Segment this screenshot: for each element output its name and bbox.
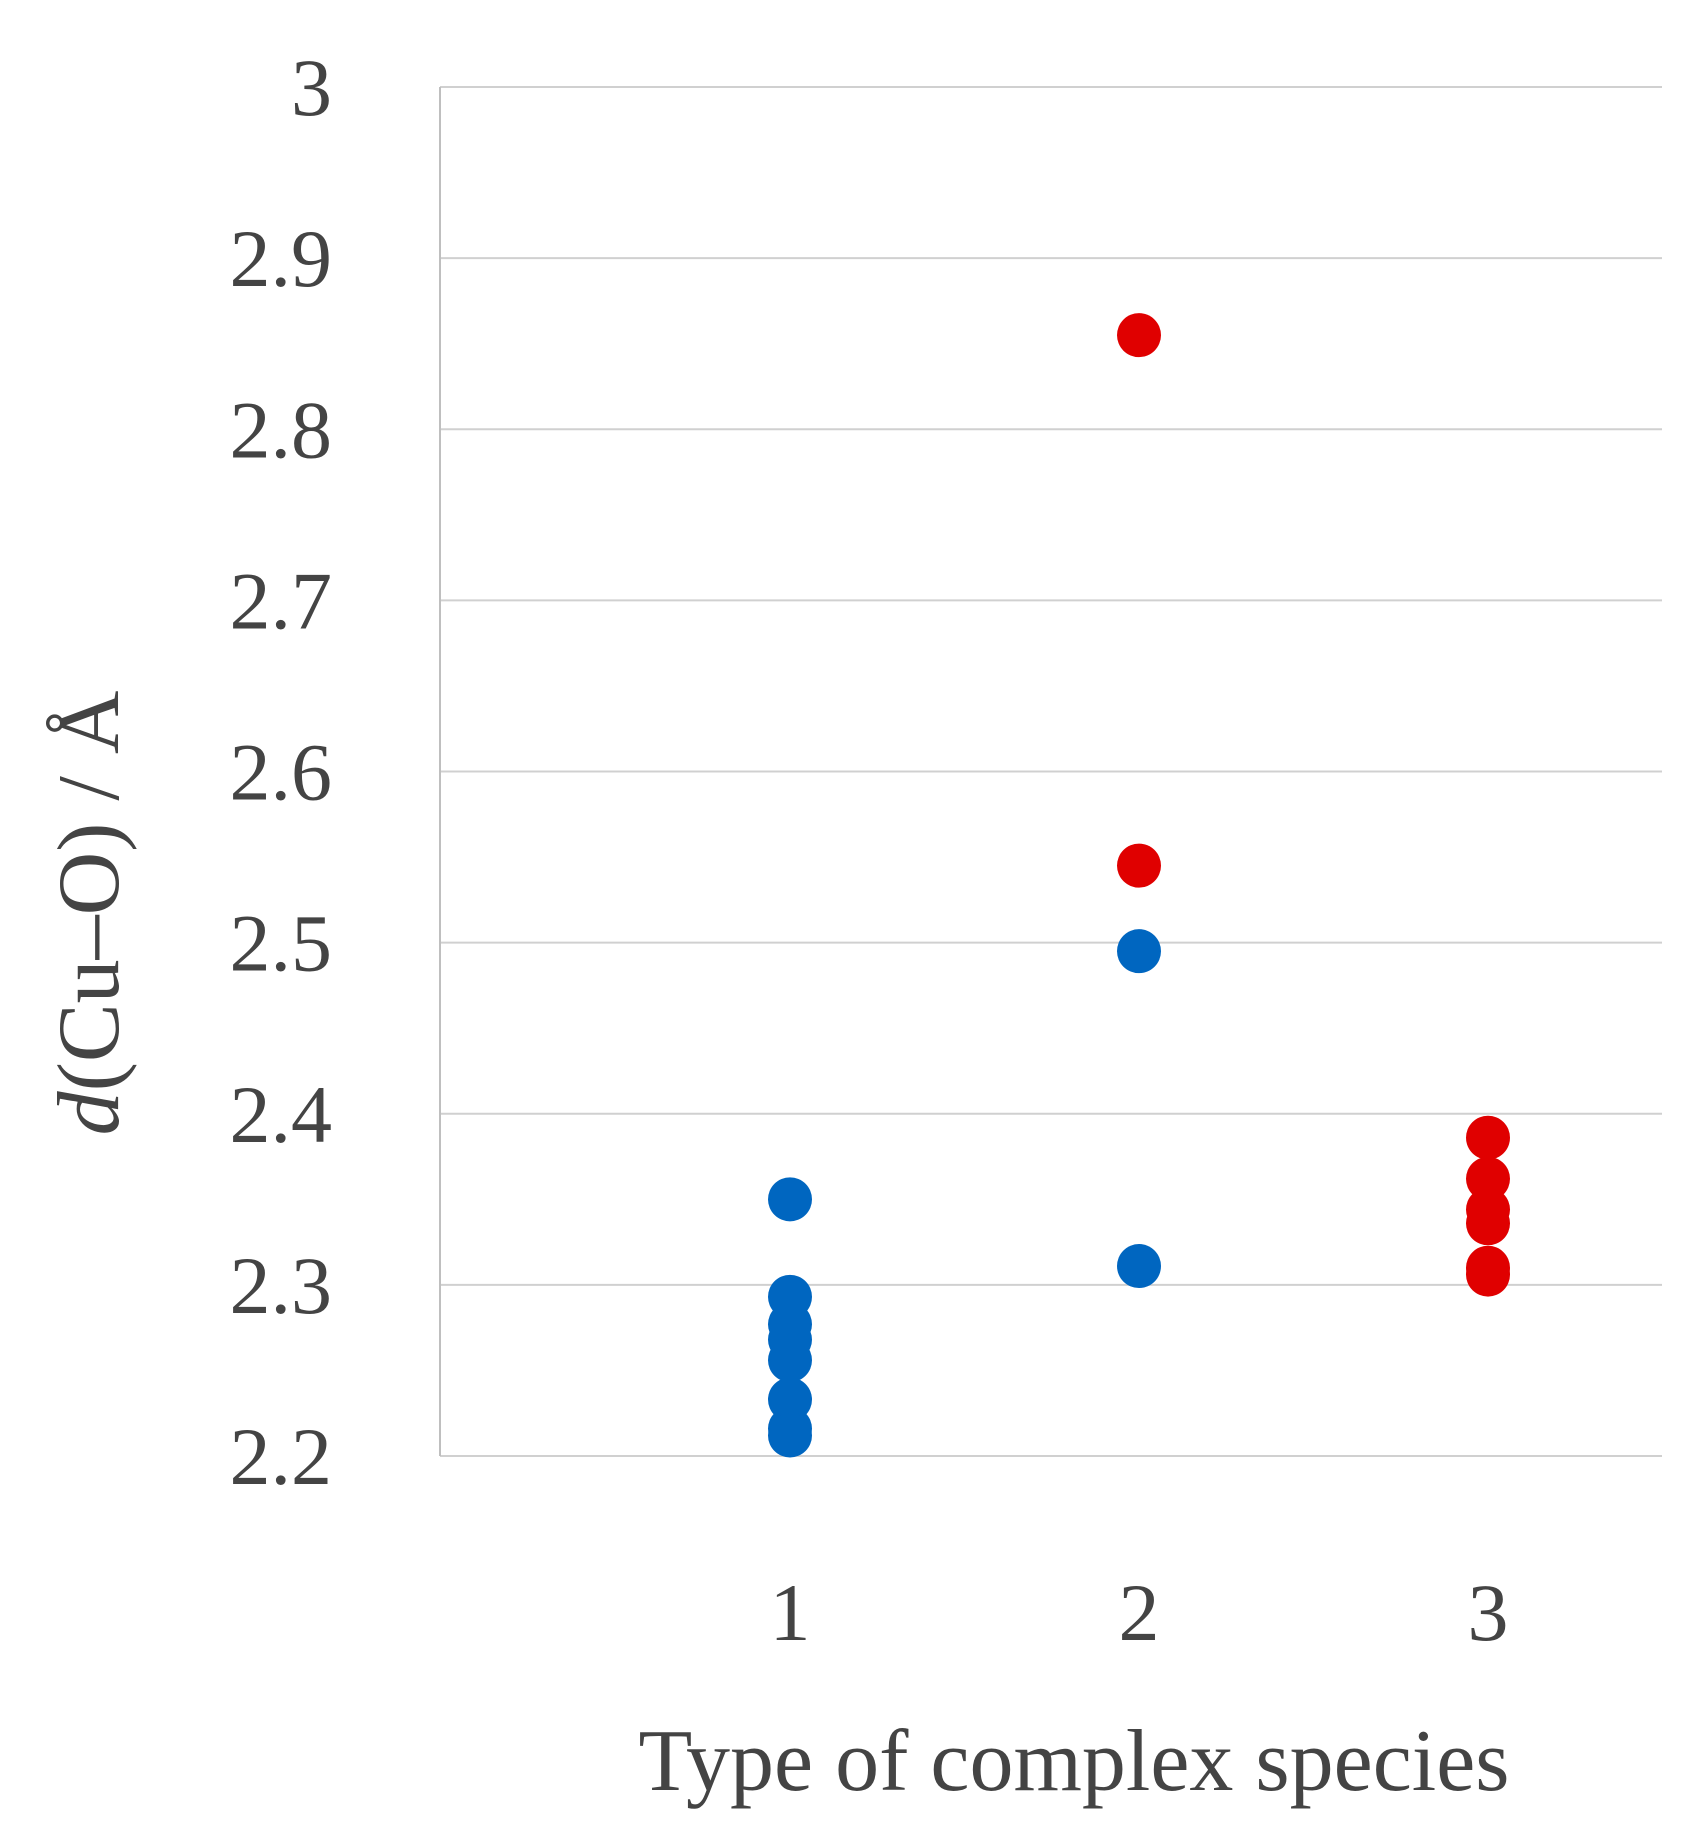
- y-tick-label: 2.9: [230, 213, 333, 304]
- data-point-red: [1466, 1201, 1510, 1246]
- data-point-red: [1117, 843, 1161, 888]
- y-tick-label: 3: [291, 42, 332, 133]
- data-point-blue: [768, 1413, 812, 1458]
- y-tick-label: 2.6: [230, 727, 333, 818]
- y-axis-title: d(Cu–O) / Å: [41, 691, 138, 1136]
- y-tick-label: 2.7: [230, 555, 333, 646]
- x-tick-label: 3: [1468, 1567, 1509, 1658]
- data-point-blue: [1117, 929, 1161, 974]
- y-tick-label: 2.5: [230, 898, 333, 989]
- y-tick-label: 2.4: [230, 1069, 333, 1160]
- x-axis-title: Type of complex species: [638, 1713, 1509, 1810]
- y-axis-title-rest: (Cu–O) / Å: [41, 691, 138, 1092]
- data-point-red: [1466, 1252, 1510, 1297]
- y-tick-label: 2.8: [230, 384, 333, 475]
- data-point-blue: [768, 1177, 812, 1222]
- gridlines: [440, 86, 1662, 1457]
- data-point-blue: [768, 1338, 812, 1383]
- data-point-red: [1466, 1115, 1510, 1160]
- y-tick-label: 2.2: [230, 1411, 333, 1502]
- y-tick-labels: 2.2 2.3 2.4 2.5 2.6 2.7 2.8 2.9 3: [230, 42, 333, 1502]
- y-axis-title-italic: d: [41, 1090, 138, 1135]
- x-tick-label: 2: [1119, 1567, 1160, 1658]
- y-tick-label: 2.3: [230, 1240, 333, 1331]
- data-point-red: [1117, 313, 1161, 358]
- data-points: [768, 313, 1510, 1458]
- x-tick-label: 1: [770, 1567, 811, 1658]
- x-tick-labels: 1 2 3: [770, 1567, 1509, 1658]
- data-point-red: [1466, 1156, 1510, 1201]
- data-point-blue: [1117, 1244, 1161, 1289]
